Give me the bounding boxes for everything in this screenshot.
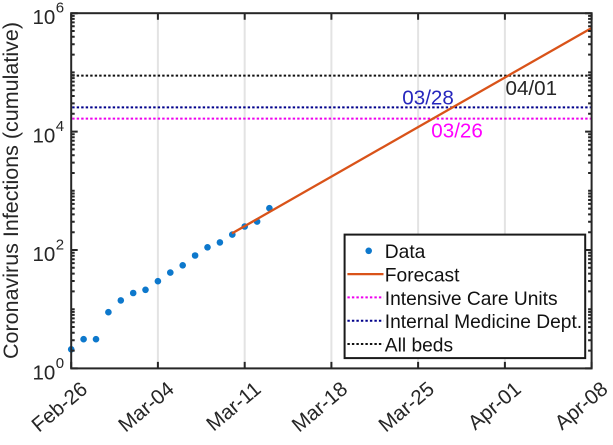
svg-text:Data: Data bbox=[385, 242, 426, 263]
svg-text:10: 10 bbox=[32, 125, 55, 148]
svg-text:Intensive Care Units: Intensive Care Units bbox=[385, 289, 558, 310]
svg-text:10: 10 bbox=[32, 361, 55, 384]
svg-text:All beds: All beds bbox=[385, 335, 453, 356]
svg-text:Coronavirus Infections (cumula: Coronavirus Infections (cumulative) bbox=[0, 22, 23, 359]
svg-text:03/28: 03/28 bbox=[402, 87, 454, 110]
svg-text:2: 2 bbox=[56, 237, 64, 254]
svg-text:6: 6 bbox=[56, 0, 64, 17]
svg-text:03/26: 03/26 bbox=[431, 119, 483, 142]
svg-text:10: 10 bbox=[32, 243, 55, 266]
svg-text:4: 4 bbox=[56, 118, 64, 135]
svg-text:Internal Medicine Dept.: Internal Medicine Dept. bbox=[385, 312, 582, 333]
svg-text:10: 10 bbox=[32, 6, 55, 29]
svg-text:04/01: 04/01 bbox=[506, 77, 558, 100]
svg-text:0: 0 bbox=[56, 355, 64, 372]
svg-text:Forecast: Forecast bbox=[385, 266, 460, 287]
